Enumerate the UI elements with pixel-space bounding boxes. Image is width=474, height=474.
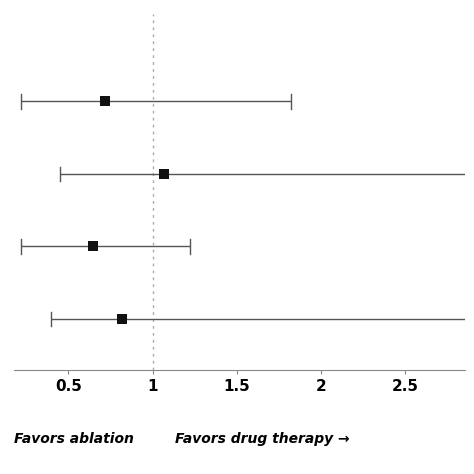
Text: Favors drug therapy →: Favors drug therapy → bbox=[175, 431, 350, 446]
Text: Favors ablation: Favors ablation bbox=[14, 431, 134, 446]
